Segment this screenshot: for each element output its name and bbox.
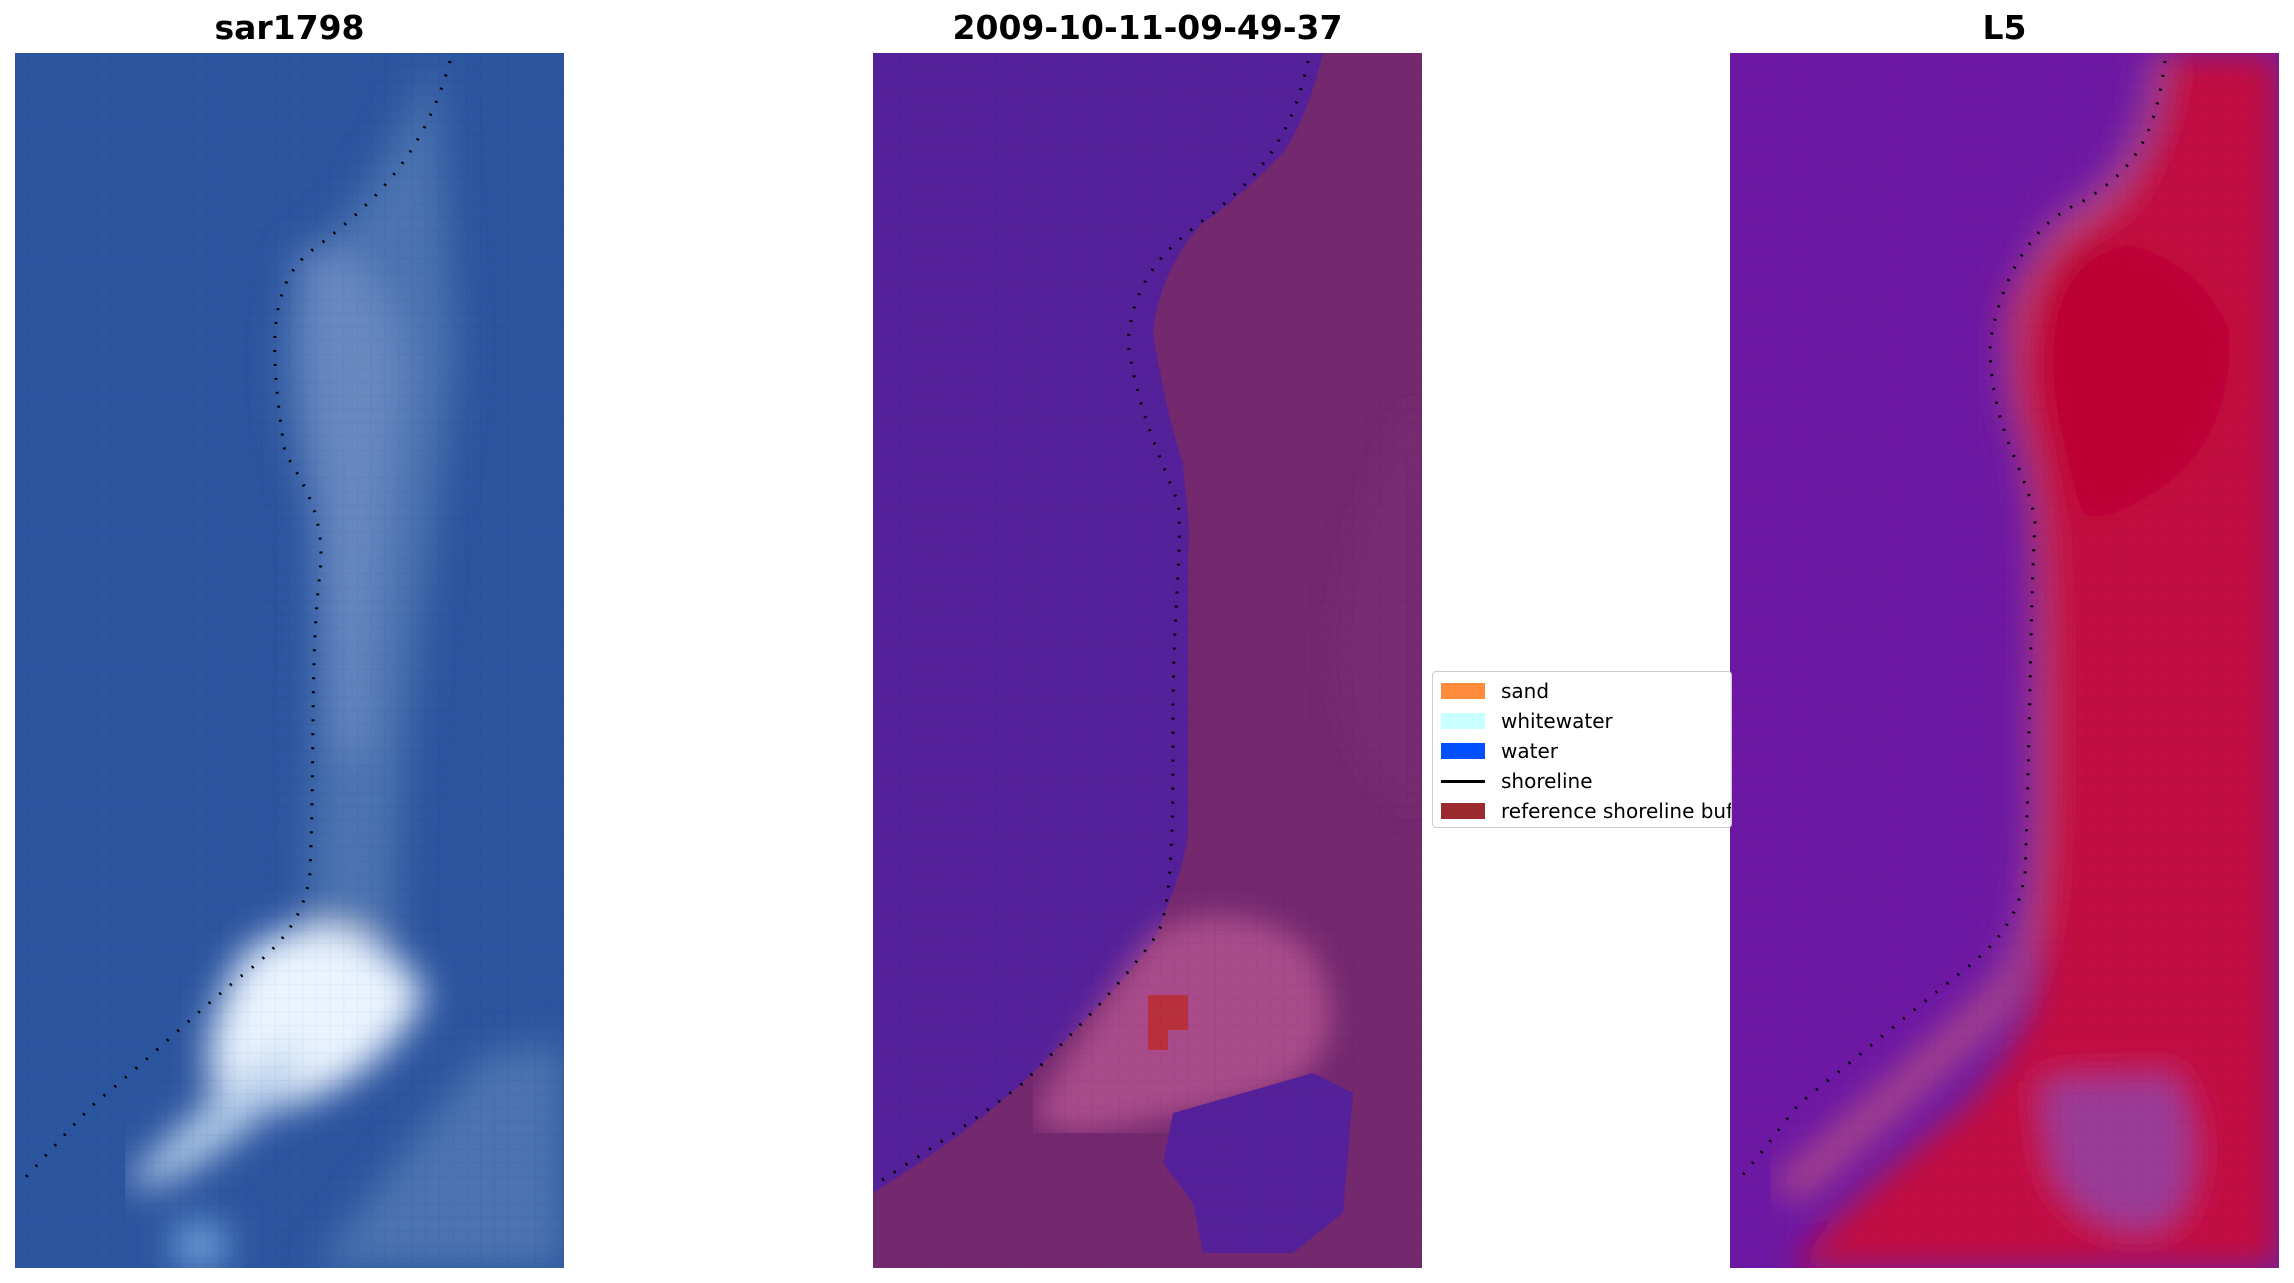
- legend-label-water: water: [1501, 739, 1558, 763]
- legend-item-sand: sand: [1441, 678, 1549, 704]
- shoreline-l5: [1733, 60, 2167, 1185]
- legend-swatch-sand: [1441, 683, 1485, 699]
- legend-label-whitewater: whitewater: [1501, 709, 1613, 733]
- legend-line-shoreline: [1441, 779, 1485, 783]
- legend-label-shoreline: shoreline: [1501, 769, 1593, 793]
- l5-panel: [1730, 53, 2279, 1268]
- title-classification: 2009-10-11-09-49-37: [952, 8, 1343, 47]
- title-sar: sar1798: [214, 8, 365, 47]
- classification-panel: [873, 53, 1422, 1268]
- title-l5: L5: [1982, 8, 2027, 47]
- legend-swatch-whitewater: [1441, 713, 1485, 729]
- legend-swatch-reference-buffer: [1441, 803, 1485, 819]
- legend-item-water: water: [1441, 738, 1558, 764]
- legend-swatch-water: [1441, 743, 1485, 759]
- legend-label-sand: sand: [1501, 679, 1550, 703]
- legend: sand whitewater water shoreline referenc…: [1432, 671, 1732, 828]
- rgb-image-panel: [15, 53, 564, 1268]
- legend-item-whitewater: whitewater: [1441, 708, 1613, 734]
- legend-label-reference-buffer: reference shoreline buffer: [1501, 799, 1732, 823]
- legend-item-shoreline: shoreline: [1441, 768, 1593, 794]
- legend-item-reference-buffer: reference shoreline buffer: [1441, 798, 1732, 824]
